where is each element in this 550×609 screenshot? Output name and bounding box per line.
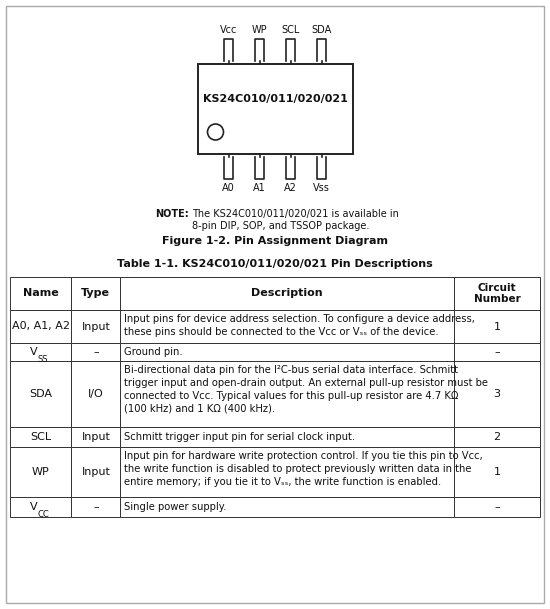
Bar bbox=[120, 343, 454, 361]
Bar bbox=[120, 310, 454, 343]
Text: Name: Name bbox=[23, 289, 59, 298]
Text: Vcc: Vcc bbox=[220, 25, 237, 35]
Text: Circuit
Number: Circuit Number bbox=[474, 283, 520, 304]
Text: V: V bbox=[30, 347, 38, 357]
Bar bbox=[72, 310, 120, 343]
Text: 1: 1 bbox=[493, 322, 501, 331]
Bar bbox=[10, 497, 72, 517]
Text: Vss: Vss bbox=[313, 183, 330, 193]
Bar bbox=[72, 427, 120, 447]
Bar bbox=[454, 343, 540, 361]
Bar bbox=[120, 361, 454, 427]
Text: 8-pin DIP, SOP, and TSSOP package.: 8-pin DIP, SOP, and TSSOP package. bbox=[192, 221, 370, 231]
Circle shape bbox=[207, 124, 223, 140]
Text: Input: Input bbox=[81, 467, 111, 477]
Text: Input: Input bbox=[81, 322, 111, 331]
Text: Table 1-1. KS24C010/011/020/021 Pin Descriptions: Table 1-1. KS24C010/011/020/021 Pin Desc… bbox=[117, 259, 433, 269]
Bar bbox=[120, 277, 454, 310]
Text: 2: 2 bbox=[493, 432, 501, 442]
Text: NOTE:: NOTE: bbox=[155, 209, 189, 219]
Text: A1: A1 bbox=[253, 183, 266, 193]
Bar bbox=[72, 497, 120, 517]
Text: CC: CC bbox=[38, 510, 50, 519]
Text: SCL: SCL bbox=[281, 25, 300, 35]
Bar bbox=[454, 427, 540, 447]
Text: –: – bbox=[494, 502, 500, 512]
Bar bbox=[72, 277, 120, 310]
Bar bbox=[10, 310, 72, 343]
Bar bbox=[120, 447, 454, 497]
Text: A2: A2 bbox=[284, 183, 297, 193]
Text: Bi-directional data pin for the I²C-bus serial data interface. Schmitt
trigger i: Bi-directional data pin for the I²C-bus … bbox=[124, 365, 488, 414]
Text: 3: 3 bbox=[493, 389, 501, 399]
Text: I/O: I/O bbox=[88, 389, 104, 399]
Text: Type: Type bbox=[81, 289, 111, 298]
Bar bbox=[454, 310, 540, 343]
Bar bbox=[10, 447, 72, 497]
Bar bbox=[120, 427, 454, 447]
Text: SCL: SCL bbox=[30, 432, 51, 442]
Text: Ground pin.: Ground pin. bbox=[124, 347, 183, 357]
Bar bbox=[454, 361, 540, 427]
Text: 1: 1 bbox=[493, 467, 501, 477]
Bar bbox=[10, 343, 72, 361]
Text: KS24C010/011/020/021: KS24C010/011/020/021 bbox=[202, 94, 348, 104]
Text: –: – bbox=[93, 347, 98, 357]
Text: Input pin for hardware write protection control. If you tie this pin to Vᴄᴄ,
the: Input pin for hardware write protection … bbox=[124, 451, 483, 487]
Text: Schmitt trigger input pin for serial clock input.: Schmitt trigger input pin for serial clo… bbox=[124, 432, 355, 442]
Text: The KS24C010/011/020/021 is available in: The KS24C010/011/020/021 is available in bbox=[192, 209, 399, 219]
Text: Input pins for device address selection. To configure a device address,
these pi: Input pins for device address selection.… bbox=[124, 314, 475, 337]
Text: WP: WP bbox=[32, 467, 50, 477]
Bar bbox=[454, 447, 540, 497]
Text: Single power supply.: Single power supply. bbox=[124, 502, 227, 512]
Text: A0, A1, A2: A0, A1, A2 bbox=[12, 322, 70, 331]
Bar bbox=[10, 361, 72, 427]
Text: SDA: SDA bbox=[311, 25, 332, 35]
Text: Description: Description bbox=[251, 289, 323, 298]
Bar bbox=[72, 343, 120, 361]
Text: Figure 1-2. Pin Assignment Diagram: Figure 1-2. Pin Assignment Diagram bbox=[162, 236, 388, 246]
Text: SDA: SDA bbox=[29, 389, 52, 399]
Bar bbox=[197, 64, 353, 154]
Bar bbox=[454, 277, 540, 310]
Bar bbox=[10, 427, 72, 447]
Text: WP: WP bbox=[252, 25, 267, 35]
Bar bbox=[454, 497, 540, 517]
Bar bbox=[120, 497, 454, 517]
Text: SS: SS bbox=[38, 355, 48, 364]
Bar bbox=[72, 361, 120, 427]
Text: Input: Input bbox=[81, 432, 111, 442]
Bar bbox=[72, 447, 120, 497]
Text: –: – bbox=[93, 502, 98, 512]
Text: A0: A0 bbox=[222, 183, 235, 193]
Text: V: V bbox=[30, 502, 38, 512]
Text: –: – bbox=[494, 347, 500, 357]
Bar bbox=[10, 277, 72, 310]
